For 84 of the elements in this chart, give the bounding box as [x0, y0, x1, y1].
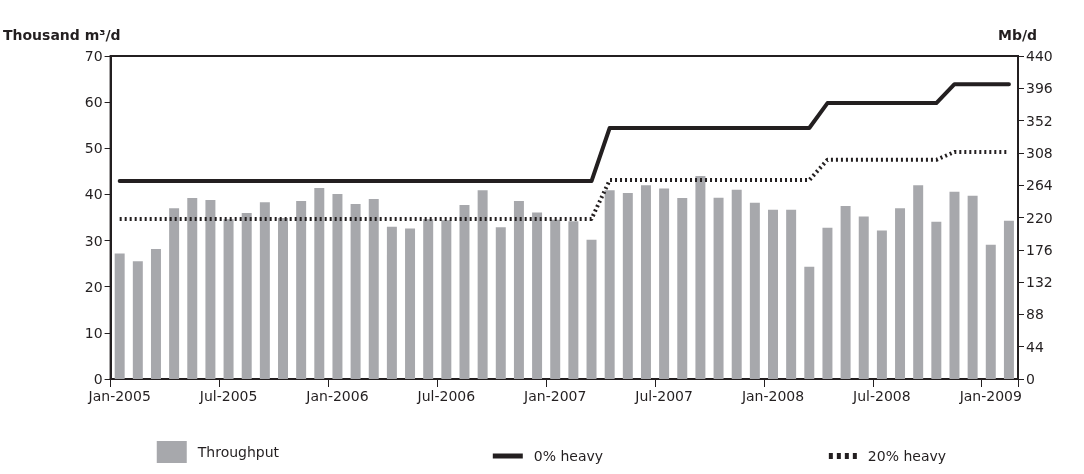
- bar: [876, 230, 887, 379]
- x-tick-label: Jul-2005: [198, 388, 258, 404]
- x-tick-label: Jul-2008: [852, 388, 911, 404]
- bar: [386, 226, 397, 379]
- bar: [532, 212, 543, 379]
- x-tick-label: Jan-2006: [305, 388, 369, 404]
- bar: [967, 195, 978, 379]
- bar: [405, 228, 416, 379]
- bar: [895, 208, 906, 379]
- y-tick-label: 10: [84, 324, 103, 341]
- y2-tick-label: 0: [1026, 371, 1035, 387]
- bar: [314, 187, 325, 379]
- y2-tick-label: 132: [1026, 274, 1053, 291]
- bar: [749, 202, 760, 379]
- y2-tick-label: 396: [1026, 80, 1053, 97]
- y2-tick-label: 352: [1026, 112, 1053, 129]
- bar: [132, 261, 143, 379]
- bar: [1003, 220, 1014, 379]
- bar: [985, 244, 996, 379]
- line-series: [117, 82, 1011, 184]
- bar: [368, 199, 379, 379]
- x-tick-label: Jan-2009: [958, 388, 1022, 404]
- legend-label: 20% heavy: [867, 448, 947, 464]
- bar: [223, 219, 234, 379]
- y2-axis-title: Mb/d: [998, 27, 1038, 43]
- bar: [768, 209, 778, 379]
- x-tick-label: Jul-2006: [416, 388, 476, 404]
- bar: [423, 219, 434, 379]
- y-tick-label: 0: [93, 371, 103, 387]
- bar: [713, 197, 724, 379]
- bar: [169, 208, 180, 379]
- bar: [659, 188, 670, 379]
- bar: [205, 199, 216, 379]
- y2-tick-label: 220: [1026, 209, 1053, 226]
- bar: [949, 191, 960, 379]
- y-axis-title: Thousand m³/d: [2, 27, 121, 43]
- y-tick-label: 60: [84, 94, 103, 111]
- bar: [495, 227, 506, 379]
- bar: [114, 253, 125, 379]
- bar: [441, 220, 452, 379]
- bar: [786, 209, 797, 379]
- x-tick-label: Jan-2005: [87, 388, 151, 404]
- bar: [296, 200, 307, 379]
- bar: [259, 202, 270, 379]
- bar: [804, 266, 815, 379]
- bar: [586, 239, 597, 379]
- y2-tick-label: 308: [1026, 144, 1053, 161]
- x-tick-label: Jan-2007: [523, 388, 587, 404]
- legend-label: Throughput: [196, 444, 280, 460]
- x-tick-label: Jul-2007: [634, 388, 693, 404]
- bar: [858, 216, 869, 379]
- y-tick-label: 30: [84, 232, 103, 249]
- bar: [150, 248, 161, 379]
- bar: [731, 189, 742, 379]
- bar: [332, 193, 343, 379]
- y-tick-label: 70: [84, 48, 103, 64]
- x-tick-label: Jan-2008: [740, 388, 805, 404]
- bar: [350, 204, 361, 379]
- bar: [604, 190, 615, 379]
- y2-tick-label: 264: [1026, 177, 1053, 194]
- bar: [477, 190, 488, 379]
- bar: [459, 205, 470, 379]
- bar: [677, 198, 688, 379]
- bar: [513, 200, 524, 379]
- bar: [187, 198, 198, 379]
- bar: [550, 219, 561, 379]
- y2-tick-label: 88: [1026, 306, 1044, 323]
- bar: [913, 185, 924, 379]
- y-tick-label: 20: [84, 278, 103, 295]
- bar: [640, 185, 651, 379]
- bar: [622, 193, 633, 379]
- y2-tick-label: 44: [1026, 338, 1044, 355]
- bar: [822, 227, 833, 379]
- bar: [931, 221, 942, 379]
- bar: [241, 212, 252, 379]
- bar: [278, 217, 288, 379]
- y2-tick-label: 176: [1026, 241, 1053, 258]
- y2-tick-label: 440: [1026, 48, 1053, 64]
- y-tick-label: 40: [84, 186, 103, 203]
- bar: [840, 205, 851, 379]
- legend-label: 0% heavy: [533, 448, 604, 464]
- y-tick-label: 50: [84, 140, 103, 157]
- bar: [568, 221, 579, 379]
- bar: [695, 175, 706, 379]
